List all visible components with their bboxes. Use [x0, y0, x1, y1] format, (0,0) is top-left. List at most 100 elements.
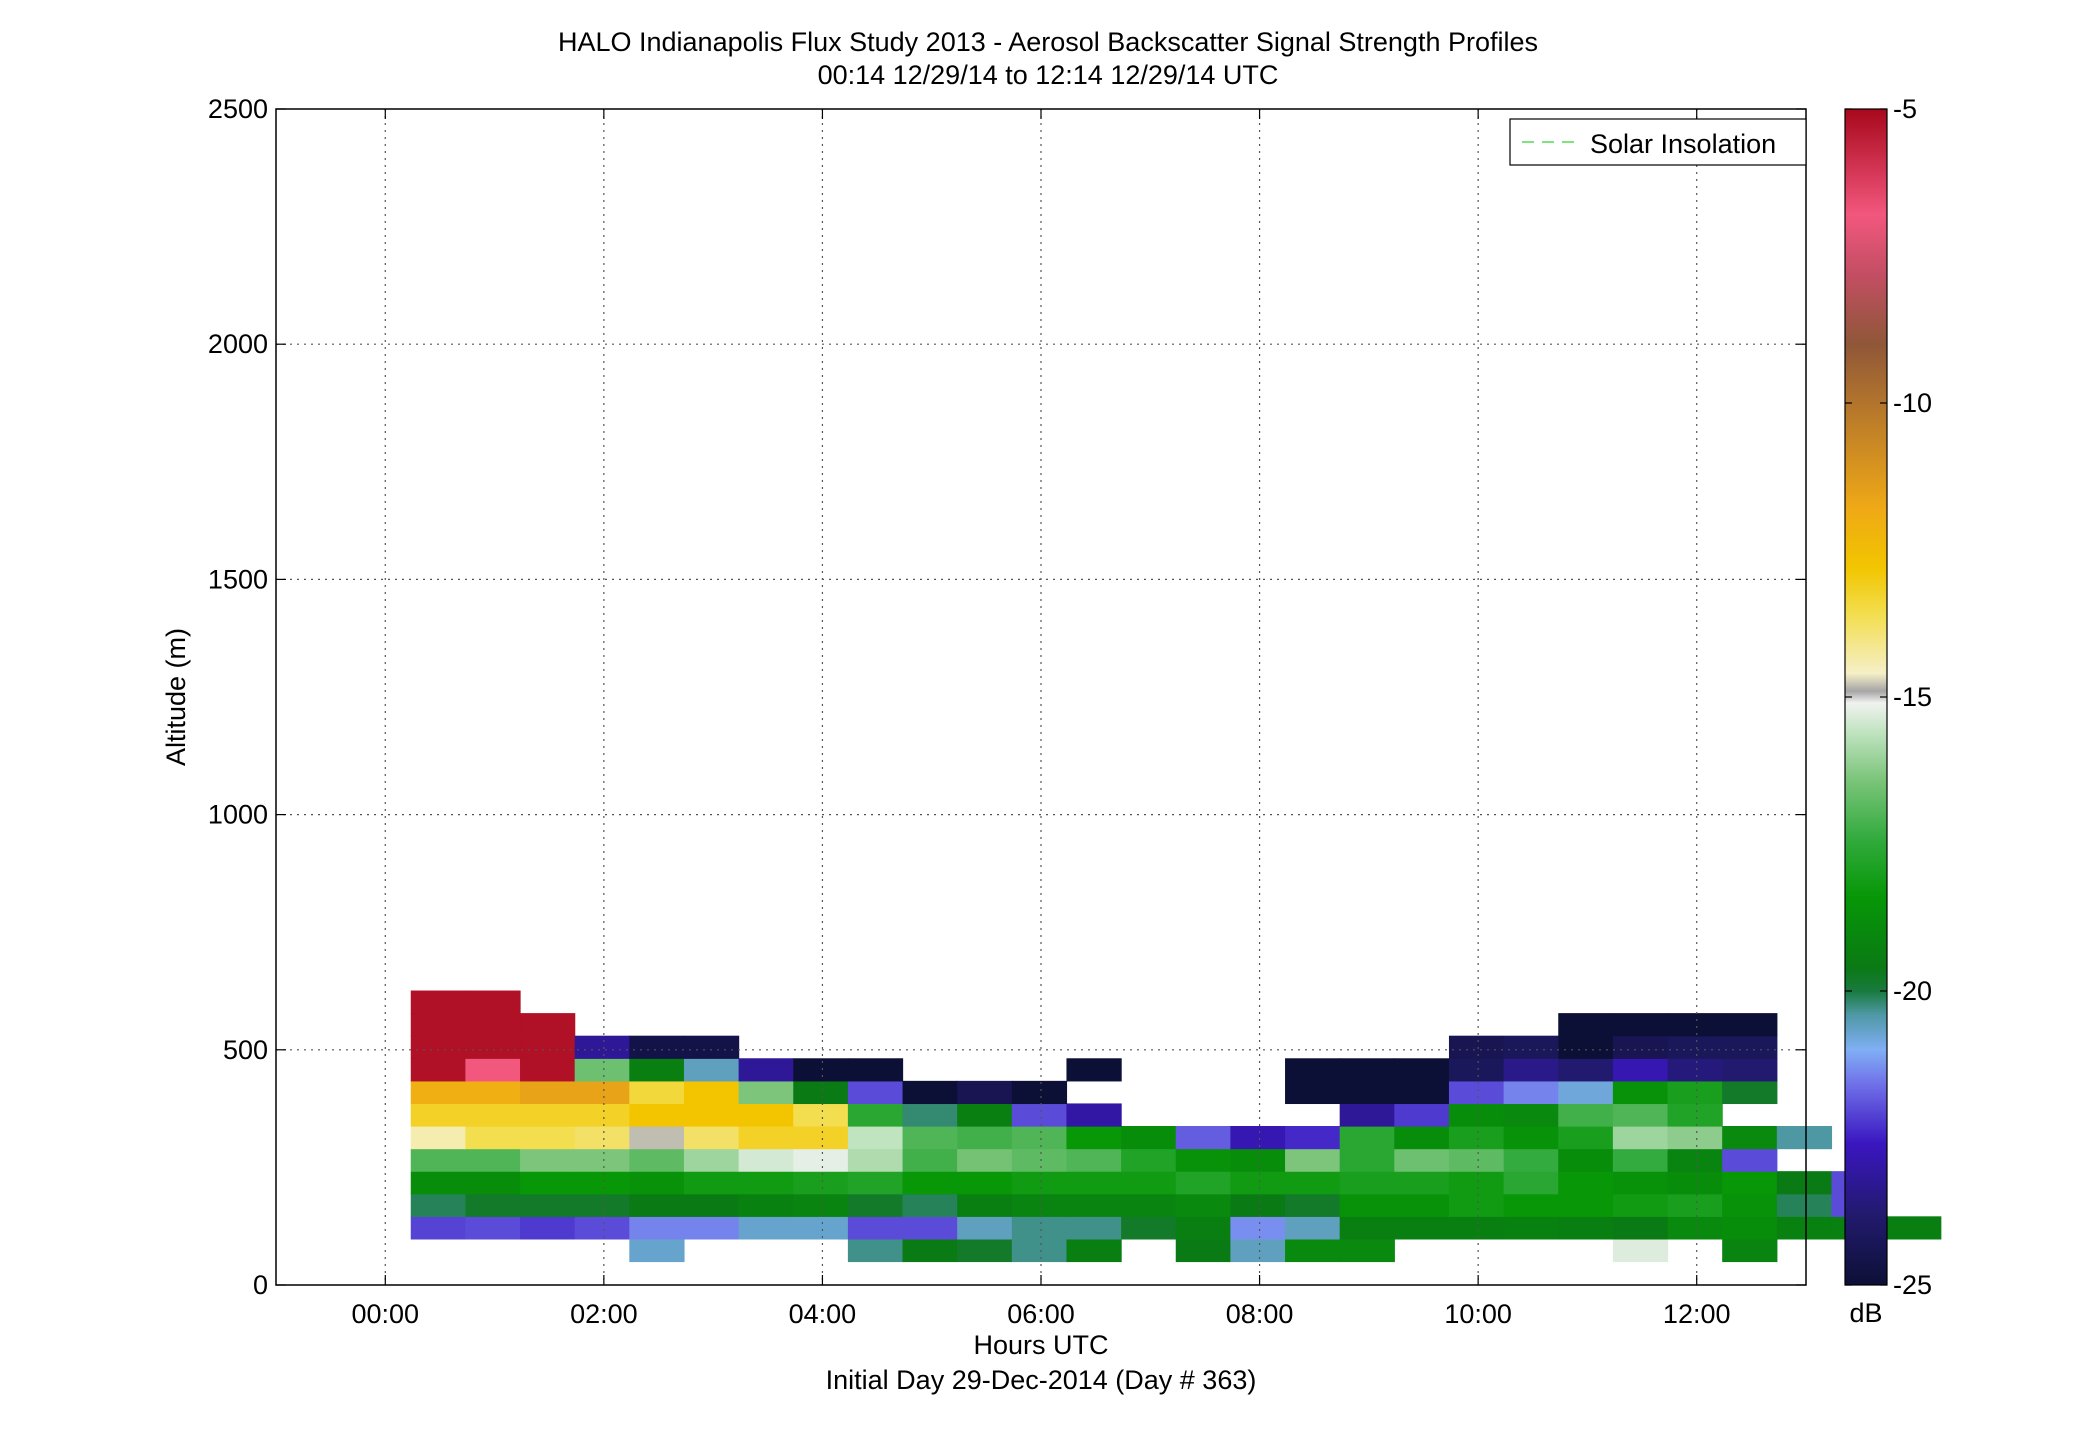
heatmap-cell	[1066, 1103, 1122, 1127]
heatmap-cell	[1448, 1058, 1505, 1082]
heatmap-cell	[629, 1148, 685, 1172]
heatmap-cell	[1503, 1080, 1559, 1105]
heatmap-cell	[1886, 1216, 1942, 1240]
heatmap-cell	[1121, 1193, 1177, 1217]
heatmap-cell	[410, 1216, 466, 1240]
heatmap-cell	[738, 1080, 794, 1105]
heatmap-cell	[1612, 1126, 1669, 1150]
heatmap-cell	[1503, 1103, 1559, 1127]
heatmap-cell	[1339, 1216, 1395, 1240]
heatmap-cell	[1339, 1126, 1395, 1150]
heatmap-cell	[1667, 1193, 1723, 1217]
heatmap-cell	[574, 1148, 630, 1172]
heatmap-cell	[738, 1171, 794, 1195]
heatmap-cell	[1558, 1148, 1614, 1172]
heatmap-cell	[1612, 1103, 1669, 1127]
heatmap-cell	[1121, 1148, 1177, 1172]
heatmap-cell	[1011, 1103, 1068, 1127]
colorbar-tick-label: -25	[1893, 1270, 1932, 1300]
grid-lines	[276, 109, 1806, 1285]
heatmap-cell	[1558, 1216, 1614, 1240]
heatmap-cell	[520, 1080, 576, 1105]
heatmap-cell	[1066, 1171, 1122, 1195]
heatmap-cell	[410, 1171, 466, 1195]
legend-box	[1509, 118, 1807, 166]
heatmap-cell	[574, 1103, 630, 1127]
heatmap-cell	[574, 1126, 630, 1150]
heatmap-cell	[847, 1058, 904, 1082]
heatmap-cell	[738, 1216, 794, 1240]
heatmap-cell	[410, 1058, 466, 1082]
x-tick-label: 08:00	[1226, 1299, 1294, 1329]
heatmap-cell	[629, 1238, 685, 1263]
heatmap-cell	[1503, 1148, 1559, 1172]
heatmap-cell	[1230, 1148, 1286, 1172]
heatmap-cell	[1175, 1148, 1231, 1172]
heatmap-cell	[465, 1148, 521, 1172]
heatmap-cell	[793, 1126, 849, 1150]
heatmap-cell	[1011, 1171, 1068, 1195]
heatmap-cell	[520, 1148, 576, 1172]
x-tick-label: 00:00	[351, 1299, 419, 1329]
heatmap-cell	[520, 1035, 576, 1059]
heatmap-cell	[465, 1080, 521, 1105]
heatmap-cell	[574, 1058, 630, 1082]
heatmap-cell	[738, 1103, 794, 1127]
x-tick-label: 02:00	[570, 1299, 638, 1329]
heatmap-cell	[1394, 1216, 1450, 1240]
heatmap-cell	[902, 1216, 958, 1240]
heatmap-cell	[902, 1238, 958, 1263]
heatmap-cell	[1285, 1238, 1341, 1263]
heatmap-cell	[1339, 1193, 1395, 1217]
heatmap-cell	[410, 1103, 466, 1127]
heatmap-cell	[1394, 1171, 1450, 1195]
heatmap-cell	[1667, 1216, 1723, 1240]
heatmap-cell	[957, 1216, 1013, 1240]
heatmap-cell	[629, 1193, 685, 1217]
heatmap-cell	[1175, 1126, 1231, 1150]
legend-entry-solar-insolation: Solar Insolation	[1590, 129, 1776, 159]
heatmap-cell	[1285, 1126, 1341, 1150]
colorbar-ticks: -5 -10 -15 -20 -25	[1845, 94, 1932, 1300]
heatmap-cell	[902, 1171, 958, 1195]
heatmap-cell	[1667, 1058, 1723, 1082]
heatmap-cell	[1612, 1013, 1669, 1037]
heatmap-cell	[902, 1126, 958, 1150]
colorbar-unit: dB	[1849, 1298, 1882, 1328]
heatmap-cell	[683, 1171, 740, 1195]
heatmap-cell	[1722, 1193, 1778, 1217]
heatmap-cell	[793, 1216, 849, 1240]
legend: Solar Insolation	[1509, 118, 1807, 166]
heatmap-cell	[1066, 1216, 1122, 1240]
heatmap-cell	[1066, 1126, 1122, 1150]
heatmap-cell	[1776, 1171, 1833, 1195]
heatmap-cell	[1011, 1193, 1068, 1217]
heatmap-cell	[1503, 1126, 1559, 1150]
heatmap-cell	[1448, 1035, 1505, 1059]
heatmap-cell	[1612, 1193, 1669, 1217]
heatmap-cell	[410, 1080, 466, 1105]
heatmap-cell	[793, 1103, 849, 1127]
heatmap-cell	[1558, 1080, 1614, 1105]
heatmap-cell	[683, 1080, 740, 1105]
heatmap-cell	[574, 1216, 630, 1240]
heatmap-cell	[1339, 1103, 1395, 1127]
heatmap-cell	[1503, 1216, 1559, 1240]
heatmap-cell	[1285, 1080, 1341, 1105]
heatmap-cell	[1667, 1126, 1723, 1150]
heatmap-cell	[1612, 1148, 1669, 1172]
heatmap-cell	[738, 1193, 794, 1217]
heatmap-cell	[574, 1193, 630, 1217]
heatmap-cell	[410, 1126, 466, 1150]
heatmap-cell	[465, 990, 521, 1014]
heatmap-cells	[410, 990, 1942, 1263]
heatmap-cell	[1448, 1126, 1505, 1150]
heatmap-cell	[1230, 1216, 1286, 1240]
colorbar: -5 -10 -15 -20 -25 dB	[1844, 94, 1932, 1328]
heatmap-cell	[1230, 1238, 1286, 1263]
heatmap-cell	[1394, 1058, 1450, 1082]
x-tick-label: 10:00	[1444, 1299, 1512, 1329]
heatmap-cell	[793, 1080, 849, 1105]
heatmap-cell	[1011, 1238, 1068, 1263]
